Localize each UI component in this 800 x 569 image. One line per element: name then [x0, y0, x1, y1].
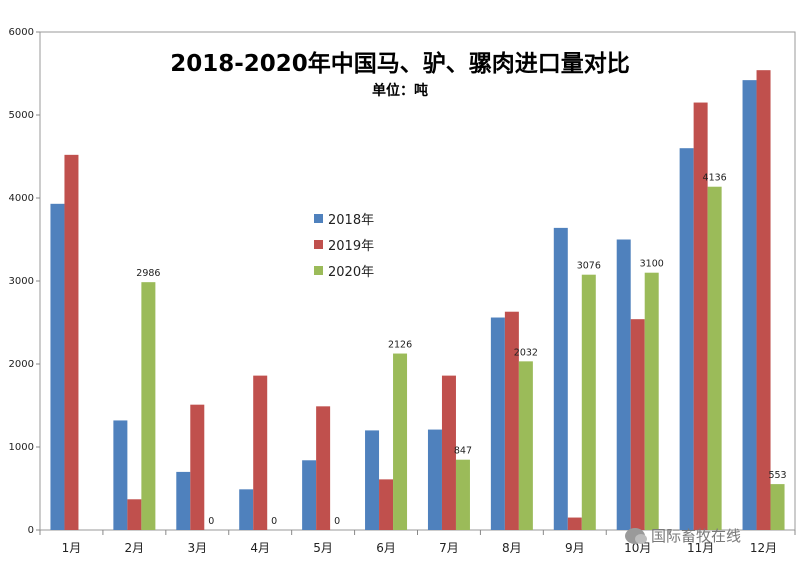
bar-2019年-2月	[127, 499, 142, 530]
data-label: 0	[334, 516, 340, 527]
x-tick-label: 10月	[624, 541, 651, 555]
bar-2020年-9月	[581, 274, 596, 530]
watermark-text: 国际畜牧在线	[651, 527, 742, 545]
y-tick-label: 0	[28, 525, 34, 536]
legend-label: 2018年	[328, 212, 375, 228]
y-tick-label: 4000	[9, 193, 34, 204]
data-label: 553	[768, 470, 786, 481]
bar-2018年-12月	[742, 80, 757, 530]
x-tick-label: 9月	[565, 541, 585, 555]
data-label: 3100	[640, 259, 664, 270]
x-tick-label: 8月	[502, 541, 522, 555]
data-label: 0	[271, 516, 277, 527]
bar-2020年-10月	[644, 272, 659, 530]
bar-2020年-11月	[707, 186, 722, 530]
bar-2018年-7月	[427, 429, 442, 530]
bar-2019年-9月	[567, 517, 582, 530]
bar-2018年-10月	[616, 239, 631, 530]
bar-2020年-8月	[518, 361, 533, 530]
legend-label: 2020年	[328, 264, 375, 280]
y-tick-label: 3000	[9, 276, 34, 287]
legend-swatch	[314, 265, 323, 275]
bar-2019年-8月	[504, 311, 519, 530]
data-label: 2126	[388, 340, 412, 351]
bar-2019年-11月	[693, 102, 708, 531]
data-label: 4136	[703, 173, 727, 184]
legend-item-2019: 2019年	[314, 231, 374, 257]
x-tick-label: 12月	[750, 541, 777, 555]
legend-item-2018: 2018年	[314, 205, 374, 231]
bar-2018年-3月	[176, 471, 191, 530]
legend-item-2020: 2020年	[314, 257, 374, 283]
bar-2018年-6月	[365, 430, 380, 530]
bar-2019年-5月	[316, 406, 331, 530]
watermark: 国际畜牧在线	[625, 525, 741, 546]
legend-label: 2019年	[328, 238, 375, 254]
data-label: 2986	[136, 268, 160, 279]
y-tick-label: 6000	[9, 27, 34, 38]
bar-2019年-1月	[64, 154, 79, 530]
bar-2020年-7月	[455, 459, 470, 530]
x-tick-label: 6月	[376, 541, 396, 555]
y-tick-label: 1000	[9, 442, 34, 453]
chart-legend: 2018年 2019年 2020年	[314, 205, 374, 283]
x-tick-label: 7月	[439, 541, 459, 555]
bar-2020年-6月	[393, 353, 408, 530]
legend-swatch	[314, 239, 323, 249]
y-tick-label: 2000	[9, 359, 34, 370]
bar-2020年-12月	[770, 484, 785, 530]
bar-2019年-12月	[756, 70, 771, 531]
y-tick-label: 5000	[9, 110, 34, 121]
x-tick-label: 2月	[125, 541, 145, 555]
x-tick-label: 5月	[313, 541, 333, 555]
bar-2018年-9月	[553, 227, 568, 530]
data-label: 847	[454, 446, 472, 457]
bar-2019年-10月	[630, 319, 645, 530]
bar-2019年-3月	[190, 404, 205, 530]
x-tick-label: 4月	[250, 541, 270, 555]
bar-2019年-4月	[253, 375, 268, 530]
bar-2020年-2月	[141, 282, 156, 530]
x-tick-label: 11月	[687, 541, 714, 555]
data-label: 2032	[514, 347, 538, 358]
chart-title: 2018-2020年中国马、驴、骡肉进口量对比	[170, 51, 630, 77]
bar-2019年-7月	[441, 375, 456, 530]
chart-subtitle: 单位：吨	[372, 83, 428, 99]
data-label: 3076	[577, 261, 601, 272]
x-tick-label: 1月	[62, 541, 82, 555]
wechat-icon	[625, 527, 647, 544]
bar-2018年-5月	[302, 460, 317, 530]
legend-swatch	[314, 213, 323, 223]
bar-2018年-2月	[113, 420, 128, 530]
bar-2018年-1月	[50, 203, 65, 530]
x-tick-label: 3月	[187, 541, 207, 555]
data-label: 0	[208, 516, 214, 527]
bar-2018年-11月	[679, 148, 694, 530]
bar-2018年-8月	[490, 317, 505, 530]
bar-2019年-6月	[379, 479, 394, 530]
bar-2018年-4月	[239, 489, 254, 530]
